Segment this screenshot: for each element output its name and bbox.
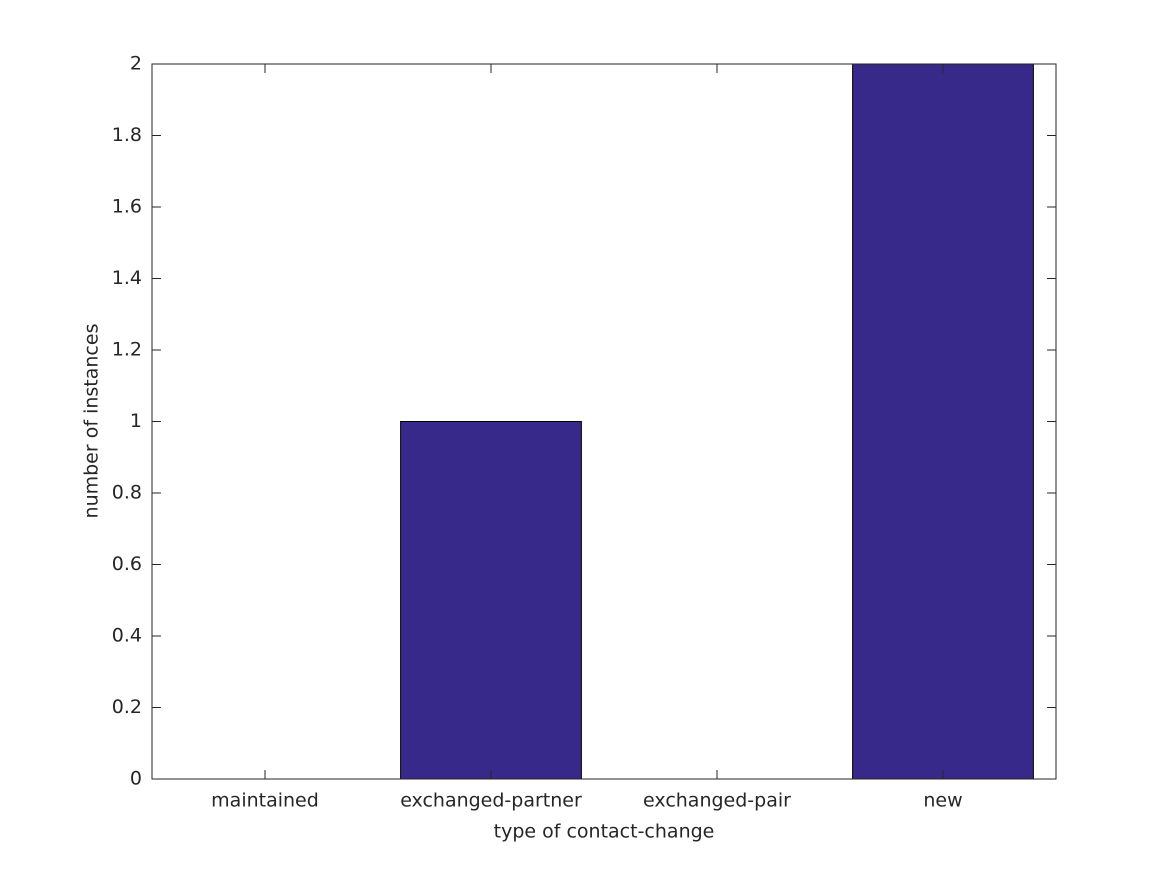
y-tick-label: 1 [130, 410, 142, 432]
y-tick-label: 0.6 [112, 553, 142, 575]
y-tick-label: 0.2 [112, 696, 142, 718]
y-tick-label: 1.6 [112, 196, 142, 218]
x-tick-label: exchanged-pair [643, 790, 791, 812]
bar [852, 63, 1034, 780]
axes-box [151, 63, 1057, 780]
y-axis-label: number of instances [81, 324, 103, 519]
y-tick-label: 0 [130, 768, 142, 790]
y-tick-label: 1.4 [112, 267, 142, 289]
x-tick-label: exchanged-partner [400, 790, 582, 812]
y-tick-label: 0.8 [112, 482, 142, 504]
x-axis-label: type of contact-change [494, 821, 715, 843]
y-tick-label: 0.4 [112, 625, 142, 647]
y-tick-label: 1.8 [112, 124, 142, 146]
bar [400, 421, 582, 780]
y-tick-label: 1.2 [112, 339, 142, 361]
y-tick-label: 2 [130, 53, 142, 75]
x-tick-label: new [923, 790, 962, 812]
x-tick-label: maintained [211, 790, 319, 812]
